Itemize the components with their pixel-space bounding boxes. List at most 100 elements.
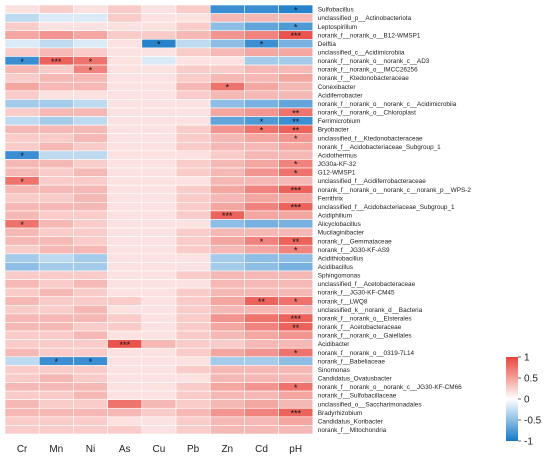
- heatmap-cell: [175, 4, 211, 14]
- heatmap-cell: [209, 116, 245, 126]
- heatmap-cell: [107, 184, 143, 195]
- heatmap-cell: [209, 150, 245, 160]
- heatmap-cell: [209, 141, 245, 152]
- row-label: Alicyclobacillus: [318, 221, 361, 228]
- heatmap-cell: [107, 382, 143, 392]
- heatmap-cell: [73, 47, 108, 57]
- significance-star: **: [292, 117, 300, 127]
- heatmap-cell: [175, 56, 211, 66]
- heatmap-cell: [175, 313, 211, 323]
- heatmap-cell: [175, 262, 211, 272]
- heatmap-cell: [38, 133, 74, 143]
- heatmap-cell: [244, 107, 279, 117]
- heatmap-cell: [107, 73, 143, 83]
- heatmap-cell: [4, 202, 40, 212]
- heatmap-cell: [175, 339, 211, 349]
- heatmap-cell: [141, 287, 177, 298]
- heatmap-cell: [73, 390, 108, 400]
- heatmap-cell: [244, 262, 279, 272]
- heatmap-cell: [73, 81, 108, 92]
- heatmap-cell: [4, 399, 40, 409]
- heatmap-cell: [278, 279, 314, 289]
- column-label: Cd: [255, 444, 268, 455]
- heatmap-cell: [278, 99, 314, 109]
- significance-star: **: [292, 108, 300, 118]
- heatmap-cell: [107, 150, 143, 160]
- heatmap-cell: [175, 382, 211, 392]
- heatmap-cell: [73, 13, 108, 23]
- heatmap-cell: [175, 416, 211, 426]
- heatmap-cell: [4, 296, 40, 306]
- row-label: norank_f__norank_o__norank_c__norank_p__…: [318, 187, 472, 194]
- significance-star: *: [260, 237, 264, 247]
- heatmap-cell: [209, 133, 245, 143]
- heatmap-cell: [38, 390, 74, 400]
- heatmap-cell: [4, 141, 40, 152]
- heatmap-cell: [175, 236, 211, 246]
- heatmap-cell: [175, 184, 211, 195]
- heatmap-cell: [107, 4, 143, 14]
- heatmap-cell: [175, 150, 211, 160]
- heatmap-cell: [175, 296, 211, 306]
- heatmap-cell: [107, 210, 143, 220]
- heatmap-cell: [141, 279, 177, 289]
- heatmap-cell: [209, 356, 245, 366]
- heatmap-cell: [209, 244, 245, 255]
- heatmap-cell: [209, 296, 245, 306]
- heatmap-cell: [4, 356, 40, 366]
- heatmap-cell: [107, 373, 143, 383]
- heatmap-cell: [244, 373, 279, 383]
- significance-star: **: [258, 297, 266, 307]
- heatmap-cell: [4, 407, 40, 418]
- row-label: unclassified_o__Saccharimonadales: [318, 401, 422, 408]
- heatmap-cell: [107, 313, 143, 323]
- heatmap-cell: [107, 407, 143, 418]
- heatmap-cell: [38, 107, 74, 117]
- heatmap-cell: [209, 56, 245, 66]
- heatmap-cell: [175, 47, 211, 57]
- significance-star: *: [294, 168, 298, 178]
- row-label: Candidatus_Koribacter: [318, 418, 384, 425]
- heatmap-cell: [38, 270, 74, 280]
- significance-star: *: [260, 117, 264, 127]
- heatmap-cell: [73, 330, 108, 340]
- heatmap-cell: [73, 253, 108, 263]
- heatmap-cell: [38, 73, 74, 83]
- row-label: unclassified_k__norank_d__Bacteria: [318, 307, 423, 314]
- heatmap-cell: [38, 99, 74, 109]
- heatmap-cell: [4, 81, 40, 92]
- heatmap-cell: [107, 304, 143, 315]
- heatmap-cell: [141, 339, 177, 349]
- heatmap-cell: [209, 167, 245, 177]
- heatmap-cell: [73, 133, 108, 143]
- significance-star: *: [294, 134, 298, 144]
- heatmap-cell: [38, 322, 74, 332]
- heatmap-cell: [175, 176, 211, 186]
- heatmap-cell: [38, 382, 74, 392]
- heatmap-cell: [38, 176, 74, 186]
- column-label: As: [119, 444, 131, 455]
- heatmap-cell: [141, 236, 177, 246]
- heatmap-cell: [175, 81, 211, 92]
- heatmap-cell: [209, 407, 245, 418]
- significance-star: **: [292, 237, 300, 247]
- heatmap-cell: [141, 81, 177, 92]
- colorbar-tick-label: 0.5: [524, 374, 538, 385]
- significance-star: *: [20, 151, 24, 161]
- heatmap-cell: [4, 210, 40, 220]
- heatmap-cell: [175, 373, 211, 383]
- heatmap-cell: [209, 4, 245, 14]
- row-label: norank_f__Acetobacteraceae: [318, 324, 402, 331]
- heatmap-cell: [4, 425, 40, 435]
- heatmap-cell: [244, 30, 279, 40]
- heatmap-cell: [141, 56, 177, 66]
- heatmap-cell: [141, 73, 177, 83]
- significance-star: *: [89, 57, 93, 67]
- colorbar-tick-label: -0.5: [524, 416, 542, 427]
- heatmap-cell: [244, 13, 279, 23]
- row-label: unclassified_f__Ktedonobacteraceae: [318, 135, 423, 142]
- heatmap-cell: [4, 304, 40, 315]
- heatmap-cell: [278, 373, 314, 383]
- colorbar-gradient: [506, 357, 518, 441]
- heatmap-cell: [73, 150, 108, 160]
